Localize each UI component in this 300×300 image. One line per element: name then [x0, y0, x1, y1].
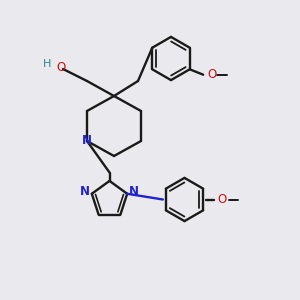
Text: O: O — [218, 193, 226, 206]
Text: O: O — [207, 68, 216, 81]
Text: O: O — [56, 61, 65, 74]
Text: H: H — [43, 59, 52, 70]
Text: N: N — [82, 134, 92, 148]
Text: N: N — [129, 185, 139, 198]
Text: N: N — [80, 185, 90, 198]
